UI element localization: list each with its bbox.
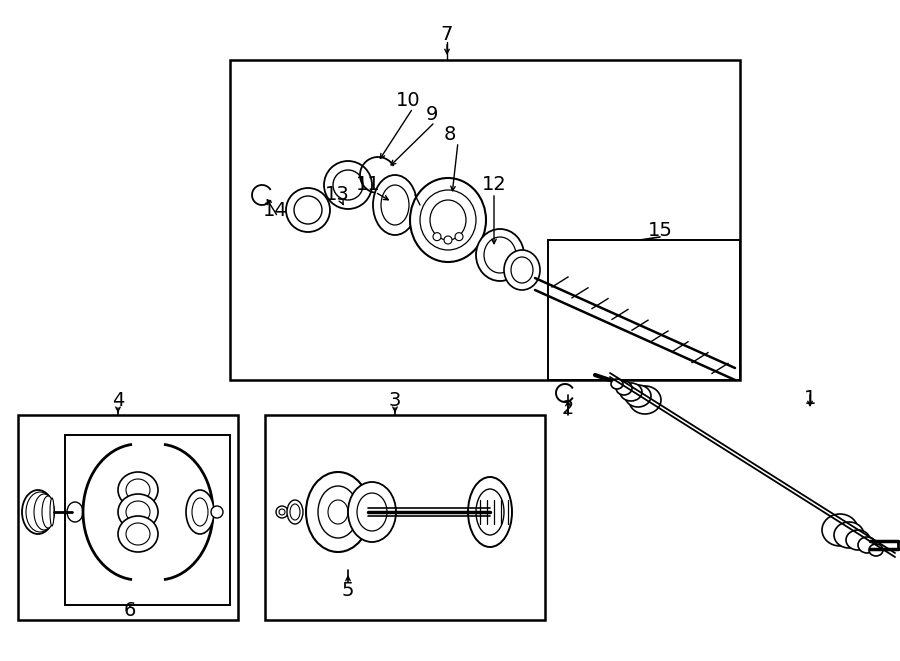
Ellipse shape	[430, 200, 466, 240]
Ellipse shape	[192, 498, 208, 526]
Ellipse shape	[348, 482, 396, 542]
Circle shape	[276, 506, 288, 518]
Ellipse shape	[373, 175, 417, 235]
Text: 5: 5	[342, 580, 355, 600]
Ellipse shape	[126, 501, 150, 523]
Ellipse shape	[468, 477, 512, 547]
Text: 6: 6	[124, 600, 136, 619]
Ellipse shape	[504, 250, 540, 290]
Ellipse shape	[625, 385, 651, 407]
Ellipse shape	[290, 504, 300, 520]
Ellipse shape	[869, 544, 883, 556]
Ellipse shape	[381, 185, 409, 225]
Text: 15: 15	[648, 221, 672, 239]
Ellipse shape	[484, 237, 516, 273]
Text: 4: 4	[112, 391, 124, 410]
Ellipse shape	[328, 500, 348, 524]
Ellipse shape	[26, 492, 54, 532]
Ellipse shape	[858, 537, 876, 553]
Ellipse shape	[118, 472, 158, 508]
Ellipse shape	[616, 381, 632, 395]
Ellipse shape	[834, 522, 864, 548]
Text: 3: 3	[389, 391, 401, 410]
Ellipse shape	[846, 530, 870, 550]
Text: 12: 12	[482, 176, 507, 194]
Ellipse shape	[333, 170, 363, 200]
Ellipse shape	[620, 383, 642, 401]
Ellipse shape	[410, 178, 486, 262]
Circle shape	[455, 233, 463, 241]
Ellipse shape	[476, 229, 524, 281]
Ellipse shape	[318, 486, 358, 538]
Ellipse shape	[50, 498, 54, 526]
Bar	[65, 435, 230, 605]
Circle shape	[444, 236, 452, 244]
Ellipse shape	[186, 490, 214, 534]
Bar	[265, 415, 545, 620]
Ellipse shape	[476, 489, 504, 535]
Ellipse shape	[287, 500, 303, 524]
Ellipse shape	[286, 188, 330, 232]
Ellipse shape	[324, 161, 372, 209]
Text: 9: 9	[426, 106, 438, 124]
Text: 2: 2	[562, 399, 574, 418]
Circle shape	[433, 233, 441, 241]
Circle shape	[211, 506, 223, 518]
Bar	[18, 415, 238, 620]
Ellipse shape	[42, 496, 54, 528]
Ellipse shape	[118, 494, 158, 530]
Text: 13: 13	[325, 186, 349, 204]
Bar	[548, 240, 740, 380]
Ellipse shape	[28, 498, 48, 526]
Ellipse shape	[420, 190, 476, 250]
Ellipse shape	[357, 493, 387, 531]
Ellipse shape	[22, 490, 54, 534]
Text: 14: 14	[263, 200, 287, 219]
Text: 1: 1	[804, 389, 816, 407]
Ellipse shape	[511, 257, 533, 283]
Ellipse shape	[126, 523, 150, 545]
Text: 8: 8	[444, 126, 456, 145]
Ellipse shape	[306, 472, 370, 552]
Text: 11: 11	[356, 176, 381, 194]
Ellipse shape	[822, 514, 858, 546]
Text: 7: 7	[441, 26, 454, 44]
Ellipse shape	[67, 502, 83, 522]
Ellipse shape	[118, 516, 158, 552]
Ellipse shape	[126, 479, 150, 501]
Ellipse shape	[294, 196, 322, 224]
Ellipse shape	[34, 494, 54, 530]
Ellipse shape	[629, 386, 661, 414]
Text: 10: 10	[396, 91, 420, 110]
Bar	[230, 60, 740, 380]
Circle shape	[279, 509, 285, 515]
Ellipse shape	[611, 379, 623, 389]
